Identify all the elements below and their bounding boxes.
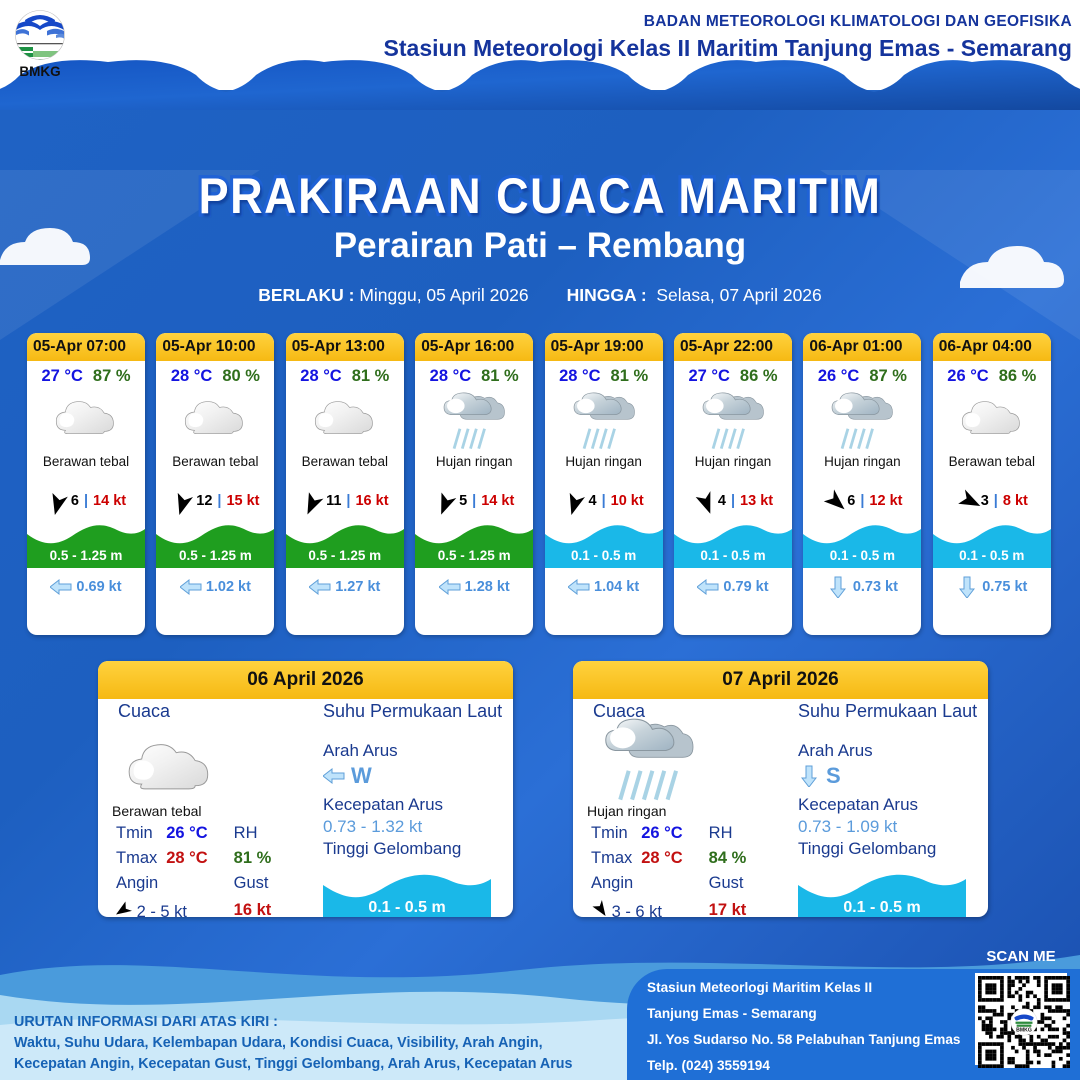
svg-text:BMKG: BMKG <box>1016 1028 1032 1034</box>
svg-text:BMKG: BMKG <box>19 64 60 79</box>
